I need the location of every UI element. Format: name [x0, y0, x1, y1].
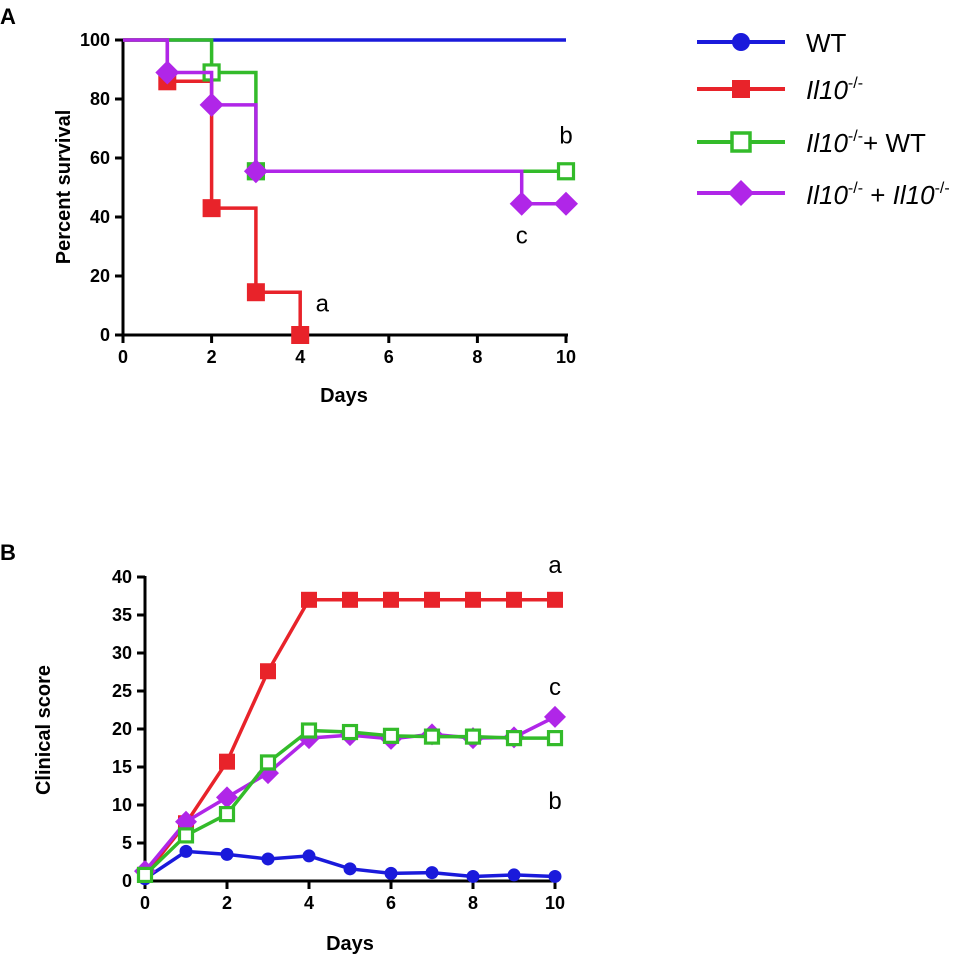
data-point-il10wt: [177, 827, 195, 844]
y-tick-label: 60: [90, 148, 110, 168]
data-point-wt: [507, 868, 521, 882]
data-point-il10il10: [554, 191, 578, 216]
clinical-score-chart: Clinical score Days 0 2 4 6 8 10 0 5 10 15 20 25 30 3…: [33, 552, 566, 955]
series-line-il10wt: [123, 38, 566, 174]
data-point-wt: [343, 862, 357, 876]
panel-label-a: A: [0, 4, 16, 29]
y-tick-label: 35: [112, 605, 132, 625]
legend-entry-il10: Il10-/-: [697, 75, 863, 105]
y-tick-label: 0: [100, 325, 110, 345]
series-line-il10il10: [123, 38, 566, 206]
y-tick-label: 10: [112, 795, 132, 815]
data-point-il10: [246, 283, 265, 302]
data-point-il10il10: [216, 786, 238, 809]
data-point-wt: [548, 869, 562, 883]
data-point-il10: [260, 663, 276, 680]
data-point-il10il10: [544, 705, 566, 728]
y-axis-title-a: Percent survival: [53, 110, 75, 265]
x-tick-label: 4: [295, 347, 305, 367]
annotation-c: c: [516, 223, 528, 250]
annotation-c: c: [549, 674, 561, 701]
legend-entry-wt: WT: [697, 28, 847, 58]
x-tick-label: 0: [118, 347, 128, 367]
x-tick-label: 6: [384, 347, 394, 367]
legend-label-il10-il10: Il10-/- + Il10-/-: [806, 180, 950, 210]
data-point-il10wt: [546, 730, 564, 747]
y-tick-label: 20: [90, 266, 110, 286]
legend-marker-il10-wt: [730, 131, 752, 153]
data-point-il10wt: [505, 730, 523, 747]
data-point-il10: [506, 591, 522, 608]
data-point-il10il10: [199, 92, 224, 117]
data-point-il10wt: [382, 727, 400, 744]
y-tick-label: 0: [122, 871, 132, 891]
x-tick-label: 6: [386, 893, 396, 913]
data-point-wt: [302, 849, 316, 863]
annotation-b: b: [559, 122, 572, 149]
y-tick-label: 15: [112, 757, 132, 777]
y-tick-label: 20: [112, 719, 132, 739]
panel-label-b: B: [0, 540, 16, 565]
legend-entry-il10-wt: Il10-/-+ WT: [697, 128, 926, 158]
x-axis-title-a: Days: [320, 385, 368, 407]
y-tick-label: 25: [112, 681, 132, 701]
data-point-il10il10: [243, 159, 268, 184]
data-point-il10: [465, 591, 481, 608]
x-tick-label: 2: [207, 347, 217, 367]
data-point-wt: [261, 852, 275, 866]
data-point-wt: [179, 844, 193, 858]
data-point-il10: [219, 753, 235, 770]
y-axis-title-b: Clinical score: [33, 665, 55, 795]
data-point-il10wt: [556, 162, 576, 181]
legend-marker-il10: [732, 80, 750, 98]
survival-chart: Percent survival Days 0 2 4 6 8 1002040608010…: [53, 30, 578, 407]
data-point-il10il10: [509, 191, 534, 216]
x-tick-label: 10: [556, 347, 576, 367]
data-point-il10: [301, 591, 317, 608]
legend-entry-il10-il10: Il10-/- + Il10-/-: [697, 180, 950, 210]
y-tick-label: 30: [112, 643, 132, 663]
y-tick-label: 5: [122, 833, 132, 853]
data-point-il10: [202, 199, 221, 218]
annotation-a: a: [548, 552, 562, 579]
data-point-wt: [220, 847, 234, 861]
data-point-il10wt: [259, 754, 277, 771]
legend-label-il10: Il10-/-: [806, 75, 863, 105]
data-point-il10: [342, 591, 358, 608]
data-point-il10: [547, 591, 563, 608]
data-point-il10il10: [175, 810, 197, 833]
y-tick-label: 80: [90, 89, 110, 109]
x-tick-label: 2: [222, 893, 232, 913]
annotation-b: b: [548, 788, 561, 815]
data-point-il10wt: [300, 722, 318, 739]
data-point-il10wt: [341, 723, 359, 741]
data-point-il10wt: [218, 806, 236, 823]
legend-label-wt: WT: [806, 28, 847, 58]
legend-marker-il10-il10: [728, 180, 754, 206]
data-point-wt: [384, 866, 398, 880]
y-tick-label: 40: [90, 207, 110, 227]
y-tick-label: 100: [80, 30, 110, 50]
data-point-il10wt: [423, 728, 441, 745]
legend-marker-wt: [732, 33, 750, 51]
data-point-wt: [425, 866, 439, 880]
x-tick-label: 0: [140, 893, 150, 913]
legend: WT Il10-/- Il10-/-+ WT Il10-/- + Il10-/-: [697, 28, 950, 210]
x-tick-label: 10: [545, 893, 565, 913]
data-point-il10: [383, 591, 399, 608]
data-point-il10il10: [155, 60, 180, 85]
data-point-il10wt: [464, 728, 482, 745]
data-point-il10: [291, 326, 310, 344]
y-tick-label: 40: [112, 567, 132, 587]
legend-label-il10-wt: Il10-/-+ WT: [806, 128, 926, 158]
x-tick-label: 8: [468, 893, 478, 913]
x-tick-label: 4: [304, 893, 314, 913]
x-tick-label: 8: [472, 347, 482, 367]
data-point-il10wt: [136, 866, 154, 884]
annotation-a: a: [316, 290, 330, 317]
data-point-il10: [424, 591, 440, 608]
x-axis-title-b: Days: [326, 933, 374, 955]
data-point-wt: [466, 869, 480, 883]
